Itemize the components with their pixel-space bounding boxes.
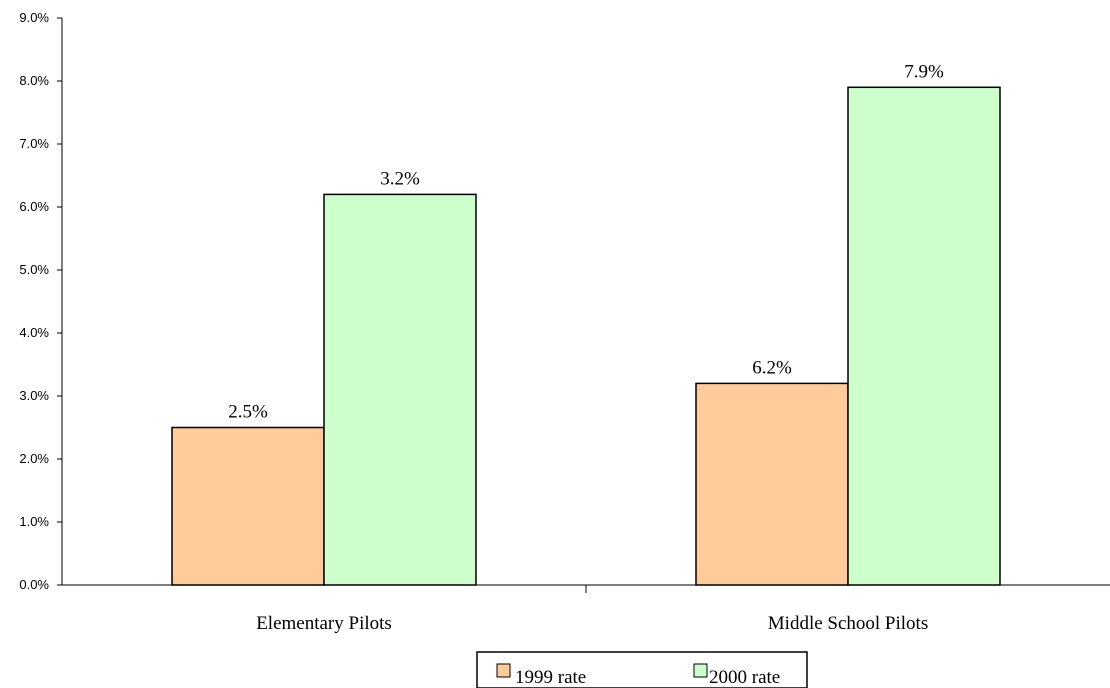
y-tick-label: 4.0%: [19, 325, 49, 340]
y-tick-label: 8.0%: [19, 73, 49, 88]
bars: [171, 86, 1001, 586]
bar-data-label: 3.2%: [380, 168, 420, 189]
x-category-label: Elementary Pilots: [256, 613, 392, 634]
bar-data-label: 2.5%: [228, 402, 268, 423]
x-category-label: Middle School Pilots: [768, 613, 928, 634]
bar: [847, 86, 1001, 586]
legend-label: 1999 rate: [515, 667, 586, 688]
y-axis: 0.0% 1.0% 2.0% 3.0% 4.0% 5.0% 6.0% 7.0% 8.0% 9.0%: [19, 10, 63, 592]
legend-box: [476, 651, 808, 688]
y-tick-label: 0.0%: [19, 577, 49, 592]
y-tick-label: 5.0%: [19, 262, 49, 277]
bar: [171, 426, 325, 586]
bar-data-label: 6.2%: [752, 357, 792, 378]
y-tick-label: 6.0%: [19, 199, 49, 214]
legend-swatch: [496, 663, 511, 678]
y-tick-label: 3.0%: [19, 388, 49, 403]
legend-label: 2000 rate: [709, 667, 780, 688]
bar: [323, 193, 477, 586]
legend: 1999 rate 2000 rate: [476, 651, 808, 688]
y-tick-label: 1.0%: [19, 514, 49, 529]
y-tick-label: 9.0%: [19, 10, 49, 25]
bar: [695, 382, 849, 586]
y-tick-label: 2.0%: [19, 451, 49, 466]
y-tick-label: 7.0%: [19, 136, 49, 151]
data-labels: 2.5% 3.2% 6.2% 7.9%: [228, 61, 944, 422]
bar-data-label: 7.9%: [904, 61, 944, 82]
legend-swatch: [693, 663, 708, 678]
x-axis: Elementary Pilots Middle School Pilots: [62, 584, 1110, 634]
